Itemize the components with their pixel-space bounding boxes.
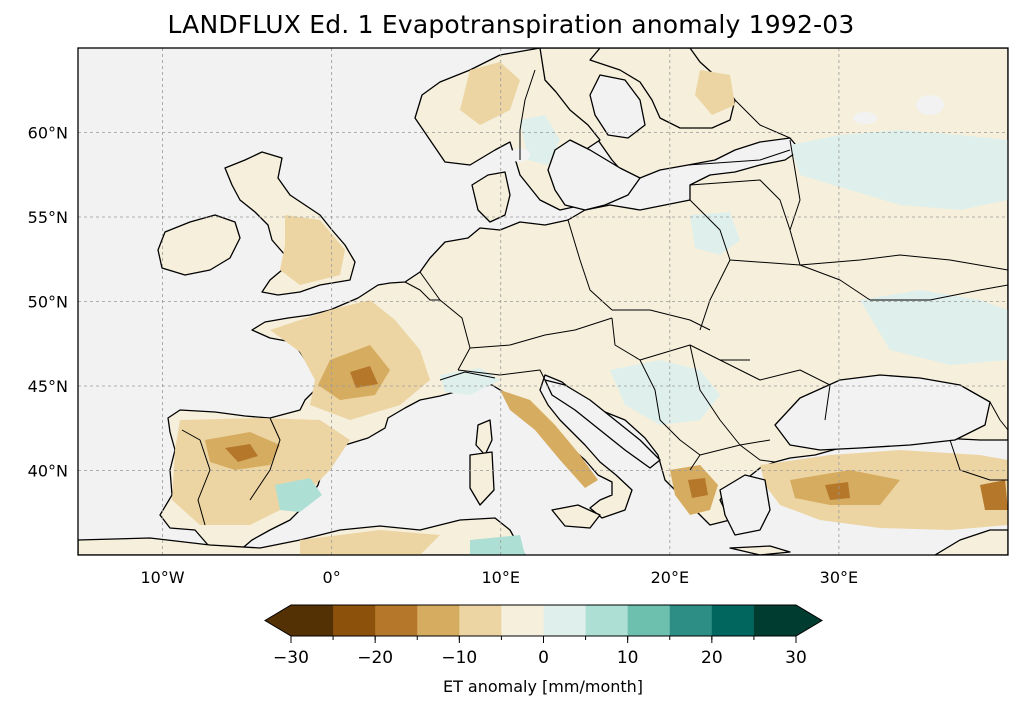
anomaly-balkans-wet	[610, 360, 720, 425]
land-finland	[589, 48, 736, 129]
lon-tick-label: 10°W	[140, 568, 184, 587]
anomaly-turkey-core-east	[980, 480, 1008, 510]
lat-tick-label: 50°N	[28, 293, 68, 312]
map-frame	[77, 47, 1009, 556]
colorbar-segment	[459, 605, 502, 636]
anomaly-poland-wet	[690, 212, 740, 255]
colorbar-segment	[543, 605, 587, 636]
longitude-tick-labels: 10°W 0° 10°E 20°E 30°E	[140, 568, 858, 587]
colorbar-tick-label: 0	[538, 648, 549, 668]
border-austria-hungary	[611, 317, 750, 361]
colorbar-extend-under	[265, 605, 291, 636]
gridlines	[78, 48, 1008, 555]
lat-tick-label: 40°N	[28, 462, 68, 481]
border-ukraine-russia	[870, 284, 1008, 301]
anomaly-greece-core	[688, 478, 708, 498]
lat-tick-label: 60°N	[28, 124, 68, 143]
colorbar-tick-label: 10	[617, 648, 639, 668]
colorbar-segment	[417, 605, 460, 636]
border-ukraine-belarus	[729, 254, 1008, 271]
lon-tick-label: 30°E	[820, 568, 858, 587]
land-denmark	[471, 171, 511, 223]
border-italy-alps	[457, 369, 546, 381]
lake-onega	[853, 112, 877, 124]
border-iberia	[249, 417, 281, 501]
lon-tick-label: 20°E	[651, 568, 689, 587]
map-title: LANDFLUX Ed. 1 Evapotranspiration anomal…	[167, 10, 855, 39]
colorbar-segment	[585, 605, 629, 636]
border-russia-west	[789, 139, 871, 301]
land-levant-corner	[934, 529, 1008, 555]
lake-ladoga	[916, 95, 944, 115]
colorbar-tick-label: 30	[785, 648, 807, 668]
border-caucasus	[989, 401, 1008, 431]
border-spain-portugal	[181, 429, 211, 526]
border-germany-austria	[469, 317, 613, 349]
gulf-of-bothnia	[589, 74, 646, 139]
colorbar-segment	[753, 605, 797, 636]
anomaly-ukraine-wet	[860, 290, 1008, 365]
anomaly-italy-dry	[500, 390, 598, 488]
lon-tick-label: 10°E	[481, 568, 519, 587]
colorbar-tick-label: −30	[273, 648, 309, 668]
border-germany-poland	[567, 219, 613, 311]
border-france-germany	[419, 271, 471, 371]
anomaly-eastern-europe-wet	[790, 130, 1008, 210]
adriatic-sea	[544, 379, 661, 469]
land-corsica	[475, 419, 493, 456]
anomaly-britain-dry	[280, 215, 345, 285]
anomaly-finland-dry	[695, 70, 735, 115]
land-crete	[729, 545, 791, 555]
colorbar-label: ET anomaly [mm/month]	[443, 677, 643, 696]
colorbar-tick-label: −20	[357, 648, 393, 668]
anomaly-iberia-wet	[275, 478, 322, 512]
colorbar: −30 −20 −10 0 10 20 30	[264, 604, 823, 668]
border-finland-russia	[734, 99, 791, 139]
anomaly-sweden-wet	[520, 115, 560, 165]
lat-tick-label: 55°N	[28, 208, 68, 227]
country-borders	[181, 69, 1008, 526]
border-turkey-east	[949, 439, 1008, 481]
aegean-sea	[719, 474, 771, 536]
border-baltics	[687, 149, 791, 231]
border-benelux	[404, 281, 440, 301]
land-sicily	[551, 504, 601, 529]
anomaly-north-africa-wet	[470, 535, 525, 555]
baltic-sea	[547, 139, 641, 211]
border-serbia	[689, 344, 741, 446]
colorbar-segment	[375, 605, 418, 636]
border-switzerland	[439, 371, 496, 381]
anomaly-iberia-core	[225, 444, 258, 462]
colorbar-segment	[669, 605, 713, 636]
anomaly-north-africa-dry	[300, 530, 440, 555]
map-plot-area	[78, 48, 1008, 555]
colorbar-tick-label: −10	[441, 648, 477, 668]
colorbar-extend-over	[796, 605, 822, 636]
anomaly-scandinavia-dry	[460, 62, 520, 125]
colorbar-segment	[291, 605, 334, 636]
land-sardinia	[469, 451, 495, 506]
colorbar-segment	[501, 605, 544, 636]
colorbar-tick-label: 20	[701, 648, 723, 668]
colorbar-segment	[627, 605, 671, 636]
latitude-tick-labels: 40°N 45°N 50°N 55°N 60°N	[28, 124, 68, 481]
colorbar-segment	[711, 605, 755, 636]
anomaly-france-core	[350, 366, 378, 388]
border-norway-sweden	[519, 69, 536, 160]
anomaly-turkey-core-west	[825, 482, 850, 500]
border-romania	[719, 359, 831, 421]
lon-tick-label: 0°	[323, 568, 341, 587]
colorbar-segment	[333, 605, 376, 636]
lat-tick-label: 45°N	[28, 377, 68, 396]
border-greece-turkey	[689, 444, 776, 471]
